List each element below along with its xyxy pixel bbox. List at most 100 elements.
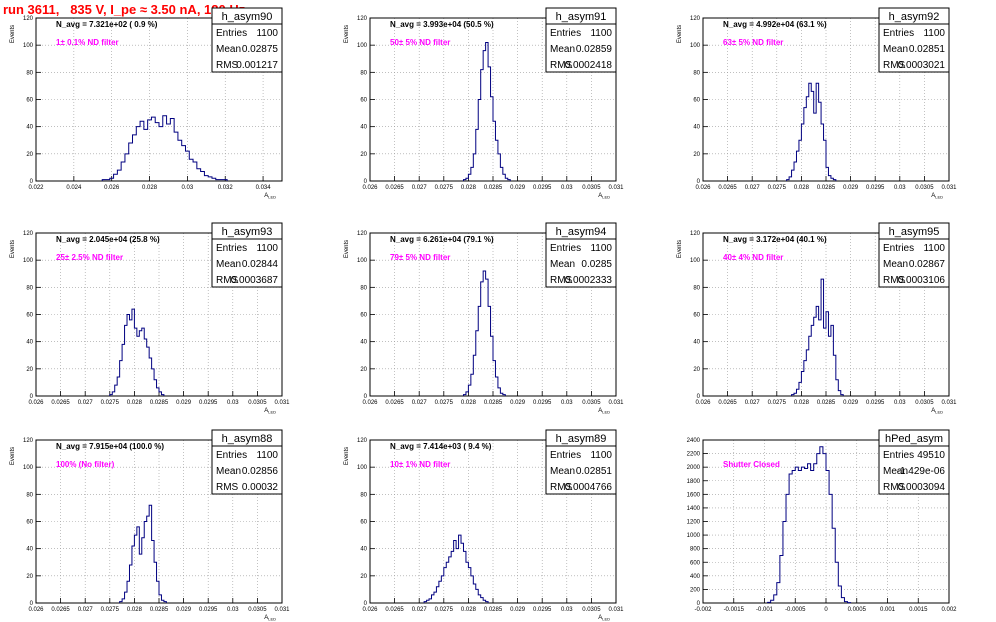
y-tick-label: 20 bbox=[693, 367, 700, 373]
y-tick-label: 100 bbox=[690, 258, 701, 264]
y-tick-label: 600 bbox=[690, 560, 701, 566]
x-tick-label: 0.0265 bbox=[51, 607, 70, 613]
histogram-bin bbox=[796, 151, 798, 181]
histogram-line bbox=[423, 534, 489, 603]
histogram-bin bbox=[170, 119, 174, 181]
histogram-bin bbox=[804, 361, 806, 396]
stats-value: 0.02844 bbox=[242, 259, 279, 270]
x-tick-label: 0.028 bbox=[794, 185, 810, 191]
y-tick-label: 0 bbox=[697, 179, 701, 185]
histogram-bin bbox=[476, 589, 478, 603]
histogram-bin bbox=[789, 177, 791, 181]
y-tick-label: 2200 bbox=[687, 452, 701, 458]
histogram-bin bbox=[154, 562, 156, 603]
x-tick-label: 0.0295 bbox=[199, 607, 218, 613]
stats-label: RMS bbox=[883, 482, 906, 493]
y-tick-label: 40 bbox=[360, 125, 367, 131]
stats-value: 1100 bbox=[256, 243, 278, 254]
x-tick-label: -0.001 bbox=[756, 607, 774, 613]
filter-note: 63± 5% ND filter bbox=[723, 38, 783, 47]
x-tick-label: 0.029 bbox=[843, 400, 859, 406]
x-tick-label: 0.0265 bbox=[718, 185, 737, 191]
filter-note: 25± 2.5% ND filter bbox=[56, 253, 123, 262]
histogram-bin bbox=[768, 602, 771, 603]
stats-value: 0.0002333 bbox=[565, 275, 613, 286]
histogram-bin bbox=[478, 595, 480, 603]
histogram-bin bbox=[161, 395, 163, 396]
histogram-bin bbox=[136, 127, 140, 181]
histogram-bin bbox=[811, 325, 813, 396]
stats-label: RMS bbox=[216, 275, 239, 286]
histogram-bin bbox=[801, 467, 804, 603]
x-tick-label: 0.028 bbox=[794, 400, 810, 406]
y-axis-label: Events bbox=[344, 240, 350, 258]
stats-label: Entries bbox=[550, 450, 581, 461]
y-tick-label: 120 bbox=[23, 16, 34, 22]
histogram-bin bbox=[844, 602, 847, 603]
y-tick-label: 80 bbox=[693, 285, 700, 291]
x-axis-label: ALED bbox=[264, 615, 276, 622]
histogram-bin bbox=[481, 598, 483, 603]
x-tick-label: 0.0265 bbox=[51, 400, 70, 406]
stats-box bbox=[878, 7, 950, 73]
histogram-title: h_asym95 bbox=[889, 226, 940, 238]
histogram-bin bbox=[148, 120, 152, 181]
histogram-bin bbox=[115, 385, 117, 396]
x-tick-label: 0.0275 bbox=[435, 400, 454, 406]
x-tick-label: 0.0285 bbox=[484, 400, 503, 406]
y-tick-label: 0 bbox=[364, 394, 368, 400]
x-axis-label: ALED bbox=[931, 193, 943, 200]
stats-box bbox=[878, 429, 950, 495]
x-tick-label: 0.029 bbox=[510, 607, 526, 613]
x-tick-label: 0.0285 bbox=[817, 185, 836, 191]
histogram-bin bbox=[486, 602, 488, 603]
histogram-bin bbox=[799, 382, 801, 396]
y-tick-label: 1400 bbox=[687, 506, 701, 512]
histogram-bin bbox=[498, 388, 500, 396]
histogram-bin bbox=[473, 154, 475, 181]
stats-value: 0.0003021 bbox=[898, 60, 946, 71]
stats-value: 0.0003687 bbox=[231, 275, 279, 286]
stats-label: RMS bbox=[883, 60, 906, 71]
histogram-bin bbox=[831, 178, 833, 181]
histogram-bin bbox=[185, 151, 189, 181]
histogram-bin bbox=[463, 551, 465, 603]
stats-value: 0.001217 bbox=[236, 60, 278, 71]
x-tick-label: 0.031 bbox=[941, 400, 957, 406]
histogram-line bbox=[767, 446, 852, 604]
stats-label: RMS bbox=[216, 482, 239, 493]
histogram-bin bbox=[808, 464, 811, 603]
histogram-panel-h_asym90: 0.022 0.024 0.026 0.028 0.03 0.032 0.034 0 20 40 6… bbox=[10, 7, 283, 200]
histogram-bin bbox=[799, 140, 801, 181]
histogram-bin bbox=[486, 279, 488, 396]
stats-value: 0.02875 bbox=[242, 44, 279, 55]
histogram-line bbox=[462, 270, 506, 396]
x-tick-label: 0.0305 bbox=[248, 607, 267, 613]
stats-label: Entries bbox=[216, 450, 247, 461]
x-tick-label: -0.0005 bbox=[785, 607, 806, 613]
histogram-bin bbox=[152, 369, 154, 396]
histogram-bin bbox=[468, 174, 470, 181]
x-tick-label: 0.034 bbox=[256, 185, 272, 191]
x-tick-label: 0.0285 bbox=[817, 400, 836, 406]
x-tick-label: 0.0295 bbox=[866, 185, 885, 191]
histogram-bin bbox=[463, 395, 465, 396]
histogram-bin bbox=[137, 336, 139, 396]
y-tick-label: 80 bbox=[26, 492, 33, 498]
histogram-bin bbox=[811, 471, 814, 603]
histogram-line bbox=[462, 41, 511, 181]
stats-label: Mean bbox=[550, 44, 575, 55]
histogram-bin bbox=[816, 83, 818, 181]
x-tick-label: 0.0275 bbox=[768, 400, 787, 406]
y-tick-label: 100 bbox=[357, 43, 368, 49]
x-tick-label: 0.0295 bbox=[533, 185, 552, 191]
x-axis-label: ALED bbox=[264, 193, 276, 200]
navg-label: N_avg = 3.172e+04 (40.1 %) bbox=[723, 235, 827, 244]
histogram-bin bbox=[819, 102, 821, 181]
histogram-bin bbox=[142, 538, 144, 603]
histogram-bin bbox=[476, 129, 478, 181]
histogram-bin bbox=[208, 177, 212, 181]
histogram-bin bbox=[828, 336, 830, 396]
histogram-title: h_asym89 bbox=[556, 433, 607, 445]
stats-value: 1100 bbox=[590, 28, 612, 39]
